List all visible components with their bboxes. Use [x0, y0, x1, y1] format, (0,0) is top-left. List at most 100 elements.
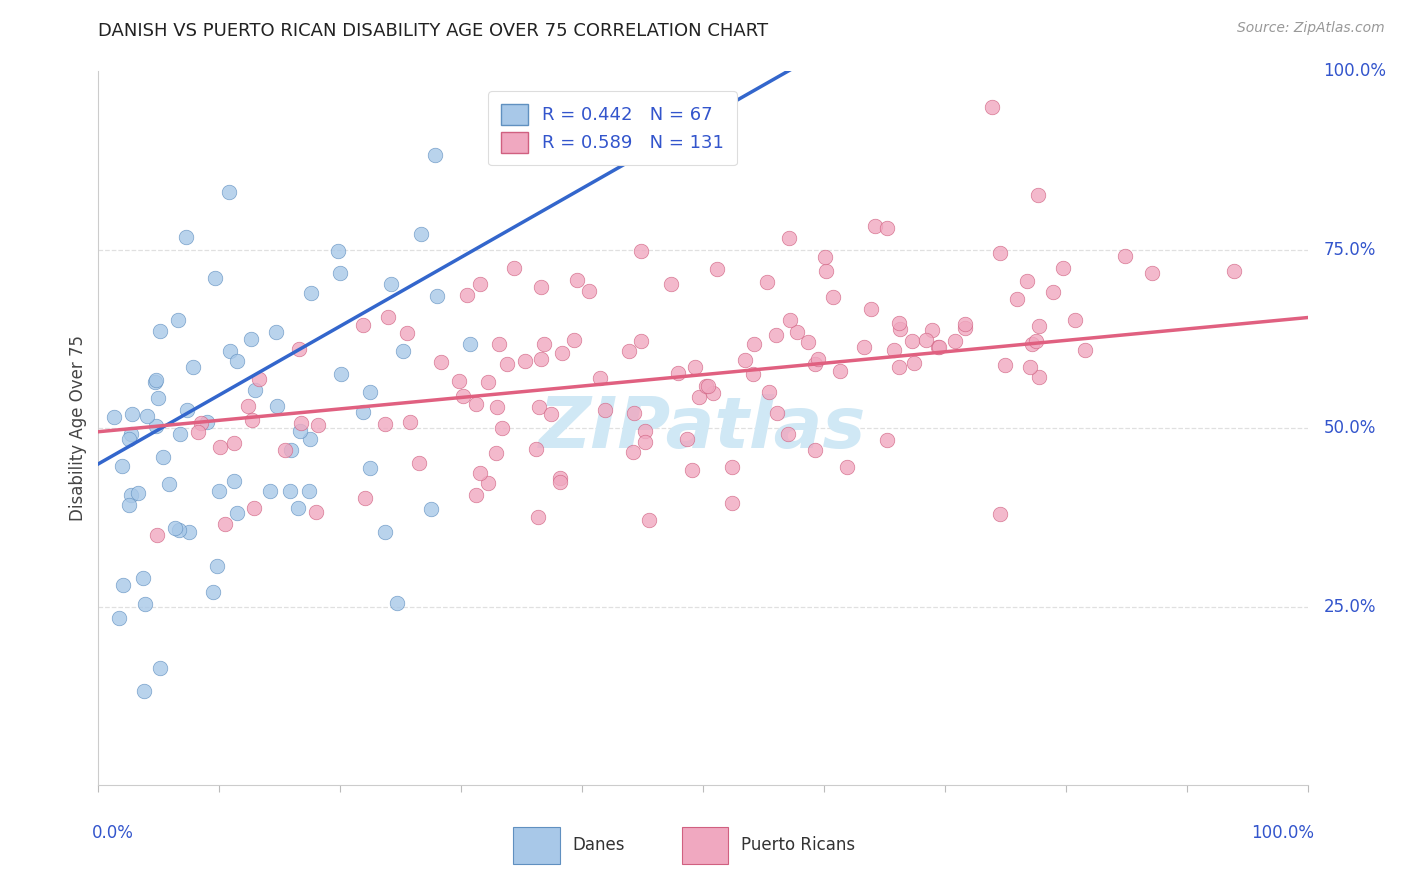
Point — [118, 433, 141, 447]
Text: ZIPatlas: ZIPatlas — [540, 393, 866, 463]
Point — [529, 400, 551, 414]
Point — [915, 334, 938, 348]
Point — [118, 498, 141, 512]
Point — [804, 443, 827, 458]
Point — [132, 571, 155, 585]
Point — [222, 474, 245, 488]
Text: Source: ZipAtlas.com: Source: ZipAtlas.com — [1237, 21, 1385, 35]
Text: Puerto Ricans: Puerto Ricans — [741, 836, 855, 855]
Point — [742, 337, 765, 351]
Point — [208, 441, 231, 455]
Point — [803, 358, 825, 372]
Point — [533, 337, 555, 351]
Point — [426, 288, 449, 302]
Point — [307, 417, 329, 432]
Point — [741, 367, 763, 381]
Text: 100.0%: 100.0% — [1323, 62, 1386, 80]
Point — [830, 364, 852, 378]
Point — [659, 277, 682, 291]
Text: 25.0%: 25.0% — [1323, 598, 1376, 615]
Point — [266, 399, 288, 413]
Point — [980, 100, 1002, 114]
Point — [179, 524, 201, 539]
Point — [145, 373, 167, 387]
Point — [187, 425, 209, 439]
Point — [1028, 319, 1050, 334]
Point — [456, 287, 478, 301]
Point — [226, 506, 249, 520]
Point — [953, 320, 976, 334]
Point — [218, 344, 240, 359]
Point — [328, 244, 350, 258]
Point — [477, 476, 499, 491]
Point — [496, 357, 519, 371]
Point — [530, 351, 553, 366]
Point — [814, 264, 837, 278]
Point — [1025, 334, 1047, 348]
Point — [204, 271, 226, 285]
Point — [280, 484, 302, 499]
Point — [550, 475, 572, 489]
Point — [290, 416, 312, 430]
Point — [430, 355, 453, 369]
Point — [578, 284, 600, 298]
Point — [352, 405, 374, 419]
Point — [865, 219, 887, 233]
Point — [1026, 187, 1049, 202]
Point — [928, 340, 950, 354]
Point — [385, 596, 408, 610]
Point — [734, 352, 756, 367]
Y-axis label: Disability Age Over 75: Disability Age Over 75 — [69, 335, 87, 521]
Point — [391, 344, 413, 359]
Point — [247, 372, 270, 386]
Point — [468, 277, 491, 291]
Point — [167, 523, 190, 537]
Point — [634, 424, 657, 438]
Point — [380, 277, 402, 292]
Point — [491, 420, 513, 434]
Point — [758, 385, 780, 400]
Point — [218, 185, 240, 199]
Point — [120, 488, 142, 502]
Point — [527, 510, 550, 524]
Point — [766, 406, 789, 420]
Point — [1015, 274, 1038, 288]
Point — [953, 317, 976, 331]
Point — [330, 367, 353, 381]
Point — [551, 346, 574, 360]
Point — [399, 415, 422, 429]
Point — [1064, 312, 1087, 326]
Point — [176, 403, 198, 417]
Point — [354, 491, 377, 505]
Point — [145, 419, 167, 434]
Point — [702, 386, 724, 401]
Point — [152, 450, 174, 464]
Point — [112, 578, 135, 592]
Point — [515, 354, 537, 368]
Point — [1052, 261, 1074, 276]
Point — [821, 290, 844, 304]
Point — [837, 459, 859, 474]
Point — [634, 434, 657, 449]
Point — [921, 323, 943, 337]
Point — [901, 334, 924, 349]
Point — [994, 358, 1017, 372]
Point — [297, 484, 319, 499]
Point — [465, 488, 488, 502]
Point — [889, 359, 911, 374]
Point — [765, 328, 787, 343]
Point — [853, 340, 876, 354]
Point — [1019, 360, 1042, 375]
Point — [530, 280, 553, 294]
Point — [121, 407, 143, 421]
Point — [675, 432, 697, 446]
Point — [409, 227, 432, 241]
Text: Danes: Danes — [572, 836, 624, 855]
Point — [720, 459, 742, 474]
Point — [550, 471, 572, 485]
Point — [666, 366, 689, 380]
Point — [259, 483, 281, 498]
Point — [1005, 292, 1028, 306]
Point — [408, 456, 430, 470]
Point — [377, 310, 399, 324]
